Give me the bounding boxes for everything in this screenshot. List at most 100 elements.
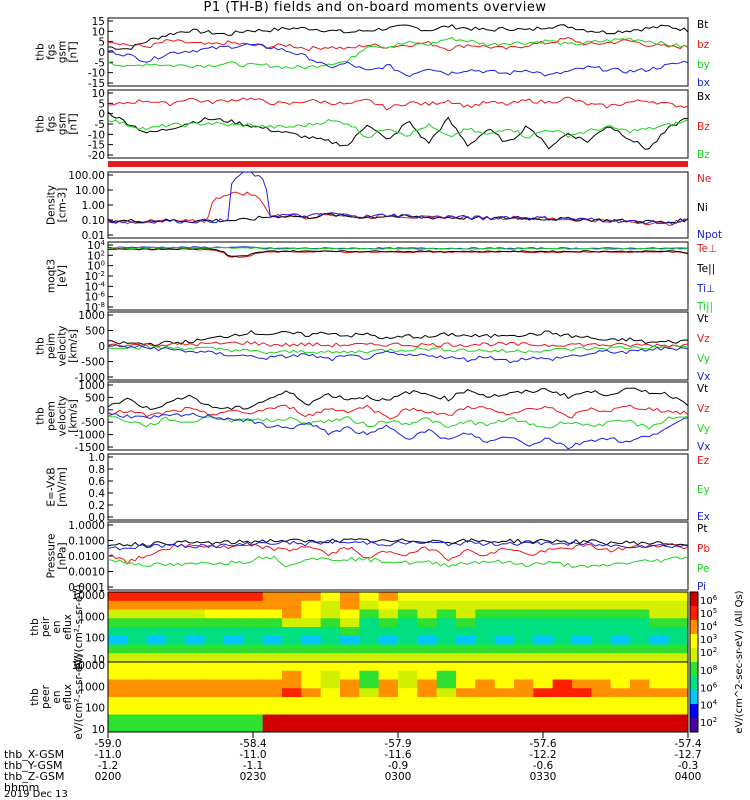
heat-cell [146,644,167,654]
heat-cell [591,644,612,654]
heat-cell [398,670,418,680]
heat-cell [572,662,592,672]
heat-cell [610,662,631,672]
heat-cell [514,670,534,680]
heat-cell [146,679,167,689]
ytick-label-6-1: 0.8 [88,464,105,476]
heat-cell [166,705,186,715]
heat-cell [610,609,631,619]
heat-cell [649,670,670,680]
heat-cell [146,697,167,707]
heat-cell [591,705,612,715]
heat-cell [378,635,399,645]
heat-cell [340,705,360,715]
heat-cell [494,653,515,663]
heat-cell [108,653,128,663]
heat-cell [610,688,631,698]
ylabel-9: thb peer en eflux eV/(cm²-s-sr-eV) [29,654,85,739]
heat-cell [282,723,302,733]
heat-cell [649,627,670,637]
colorbar-segment [690,648,698,663]
xtick-label-2-0: -1.2 [98,760,119,772]
heat-cell [533,635,554,645]
heat-cell [282,688,302,698]
heat-cell [204,679,225,689]
xtick-label-1-4: -12.7 [674,749,701,761]
heat-cell [224,635,244,645]
heat-cell [668,600,689,610]
heat-cell [224,679,244,689]
heat-cell [262,714,283,724]
heat-cell [572,644,592,654]
heat-cell [668,635,689,645]
heat-cell [630,653,650,663]
ylabel-word: eflux [62,684,74,710]
heat-cell [417,714,438,724]
ytick-label-0-3: 0 [98,47,105,59]
heat-cell [146,688,167,698]
heat-cell [243,635,264,645]
ytick-label-8-2: 100 [85,633,105,645]
heat-cell [301,627,322,637]
ytick-label-5-1: 500 [85,392,105,404]
heat-cell [243,714,264,724]
heat-cell [166,670,186,680]
ylabel-word: fgs [46,116,58,132]
heat-cell [456,592,476,602]
heat-cell [475,705,496,715]
heat-cell [108,635,128,645]
heat-cell [359,627,380,637]
heat-cell [630,705,650,715]
heat-cell [320,679,341,689]
ytick-label-4-4: -1000 [74,372,105,384]
heat-cell [417,705,438,715]
heat-cell [127,600,148,610]
heat-cell [475,697,496,707]
heat-cell [475,714,496,724]
heat-cell [649,662,670,672]
heat-cell [340,653,360,663]
ytick-label-5-4: -1000 [74,430,105,442]
xtick-label-3-2: 0300 [385,771,412,783]
heat-cell [262,688,283,698]
heat-cell [552,723,573,733]
heat-cell [243,644,264,654]
heat-cell [475,662,496,672]
heat-cell [436,697,457,707]
heat-cell [340,592,360,602]
heat-cell [359,670,380,680]
heat-cell [301,714,322,724]
heat-cell [204,644,225,654]
heat-cell [417,635,438,645]
heat-cell [533,679,554,689]
heat-cell [398,644,418,654]
ylabel-6: E=-VxB [mV/m] [46,467,69,506]
heat-cell [146,653,167,663]
heat-cell [282,653,302,663]
series-line-0-3 [107,43,689,78]
heat-cell [630,662,650,672]
legend-label-6-1: Ey [697,484,710,496]
heat-cell [185,627,206,637]
heat-cell [533,653,554,663]
heat-cell [533,714,554,724]
heat-cell [417,609,438,619]
heat-cell [533,600,554,610]
heat-cell [456,644,476,654]
heat-cell [359,592,380,602]
heat-cell [475,592,496,602]
heat-cell [514,627,534,637]
legend-label-3-2: Ti⊥ [696,283,715,295]
heat-cell [282,644,302,654]
heat-cell [456,670,476,680]
xtick-label-0-0: -59.0 [94,738,121,750]
heat-cell [417,688,438,698]
heat-cell [649,592,670,602]
heat-cell [475,644,496,654]
heat-cell [340,644,360,654]
heat-cell [146,723,167,733]
heat-cell [668,618,689,628]
heat-cell [649,600,670,610]
heat-cell [146,714,167,724]
